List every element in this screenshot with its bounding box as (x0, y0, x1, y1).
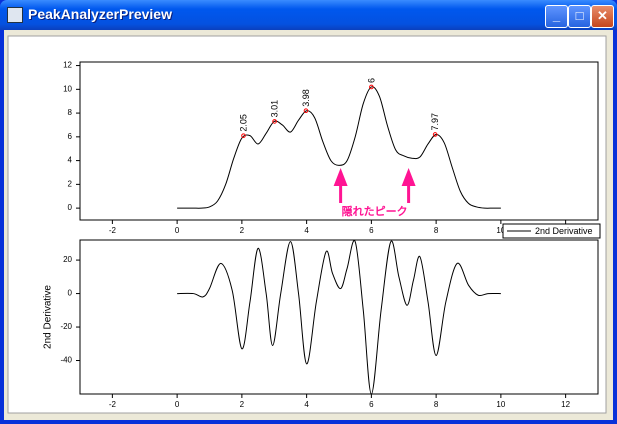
y-tick-label: -20 (60, 322, 72, 331)
window-icon (7, 7, 23, 23)
x-tick-label: 0 (175, 400, 180, 409)
minimize-button[interactable]: _ (545, 5, 568, 28)
y-tick-label: 10 (63, 84, 72, 93)
x-tick-label: 6 (369, 400, 374, 409)
x-tick-label: 0 (175, 226, 180, 235)
plot-frame (79, 239, 599, 395)
annotation-text: 隠れたピーク (342, 204, 408, 218)
annotation-arrow (333, 168, 348, 203)
peak-marker (432, 132, 438, 137)
y-tick-label: 0 (68, 289, 73, 298)
annotation-arrow (401, 168, 416, 203)
x-tick-label: 10 (496, 226, 505, 235)
legend-entry: 2nd Derivative (535, 226, 593, 236)
y-tick-label: 12 (63, 61, 72, 70)
y-axis-label: 2nd Derivative (43, 285, 54, 349)
y-tick-label: 0 (68, 203, 73, 212)
x-tick-label: 8 (434, 226, 439, 235)
y-tick-label: -40 (60, 356, 72, 365)
peak-label: 3.98 (301, 89, 311, 107)
maximize-button[interactable]: □ (568, 5, 591, 28)
close-button[interactable]: ✕ (591, 5, 614, 28)
x-tick-label: 10 (496, 400, 505, 409)
legend-box (502, 223, 601, 239)
x-tick-label: 12 (561, 400, 570, 409)
y-tick-label: 4 (68, 156, 73, 165)
peak-marker (272, 119, 277, 124)
y-tick-label: 2 (68, 179, 73, 188)
x-tick-label: 8 (434, 400, 439, 409)
peak-label: 3.01 (270, 100, 280, 118)
x-tick-label: -2 (109, 400, 117, 409)
x-tick-label: 6 (369, 226, 374, 235)
y-tick-label: 8 (68, 108, 73, 117)
x-tick-label: 4 (304, 400, 309, 409)
y-tick-label: 6 (68, 132, 73, 141)
title-bar: PeakAnalyzerPreview _ □ ✕ (0, 0, 617, 30)
data-line (177, 86, 501, 209)
x-tick-label: 4 (304, 226, 309, 235)
x-tick-label: 2 (240, 400, 245, 409)
peak-marker (303, 108, 309, 114)
window-title: PeakAnalyzerPreview (28, 6, 172, 22)
plot-frame (79, 61, 599, 221)
peak-marker (241, 133, 246, 138)
x-tick-label: 2 (240, 226, 245, 235)
peak-marker (369, 84, 374, 90)
peak-label: 2.05 (238, 114, 248, 132)
x-tick-label: -2 (109, 226, 117, 235)
peak-label: 6 (366, 78, 376, 83)
data-line (177, 240, 501, 394)
y-tick-label: 20 (63, 255, 72, 264)
peak-label: 7.97 (430, 113, 440, 131)
